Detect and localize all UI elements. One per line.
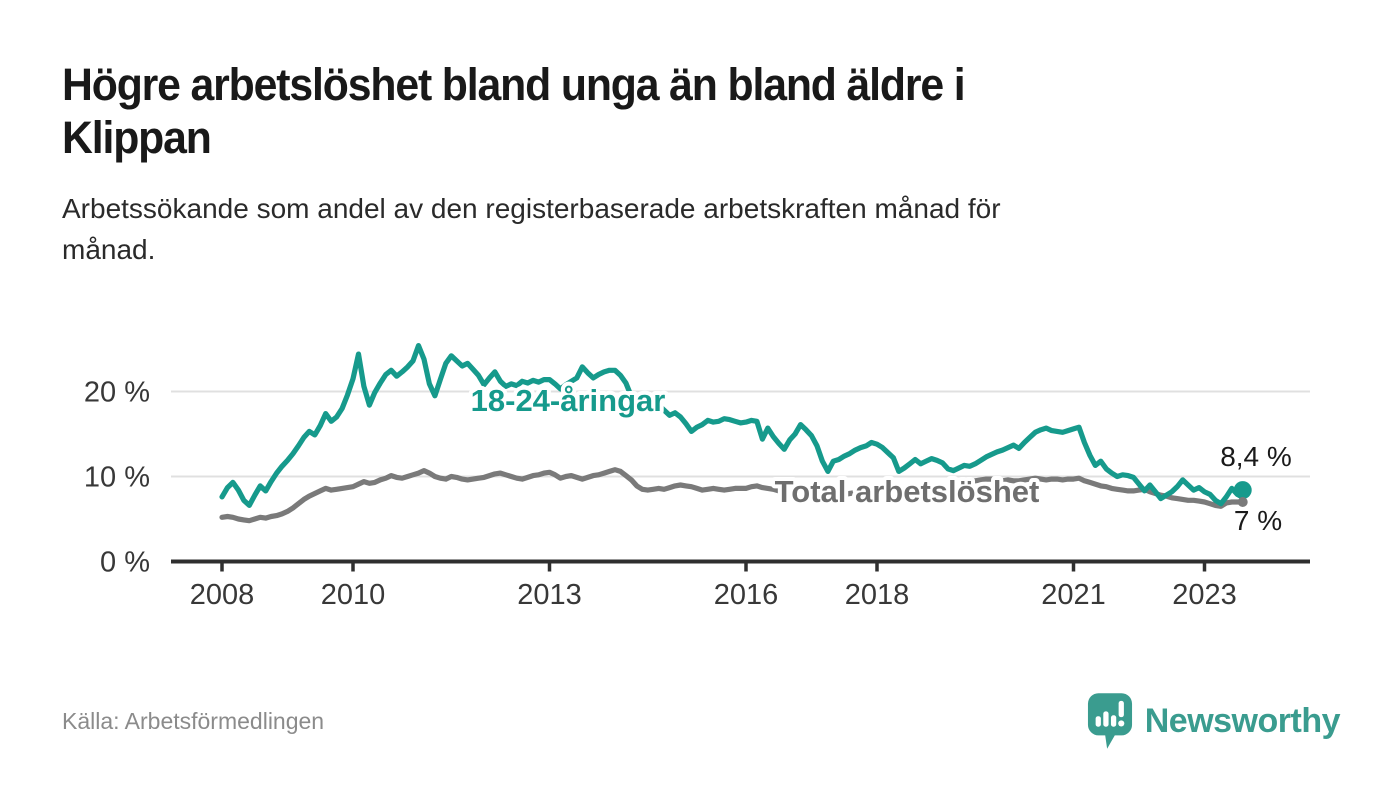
series-line-total <box>219 467 1246 524</box>
end-dot-total <box>1237 497 1248 507</box>
series-label-youth: 18-24-åringar <box>471 383 666 418</box>
title-line-1: Högre arbetslöshet bland unga än bland ä… <box>62 59 966 110</box>
y-axis-label-0pct: 0 % <box>100 547 150 579</box>
x-axis-label-2013: 2013 <box>517 579 582 611</box>
chart-footer: Källa: Arbetsförmedlingen Newsworthy <box>62 692 1341 750</box>
page-subtitle: Arbetssökande som andel av den registerb… <box>62 188 1352 270</box>
page-title: Högre arbetslöshet bland unga än bland ä… <box>62 58 1288 164</box>
x-axis-label-2008: 2008 <box>190 579 255 611</box>
end-value-label-total: 7 % <box>1234 505 1282 536</box>
x-axis-label-2018: 2018 <box>845 579 910 611</box>
subtitle-line-2: månad. <box>62 234 156 265</box>
subtitle-line-1: Arbetssökande som andel av den registerb… <box>62 193 1001 224</box>
x-axis-label-2016: 2016 <box>714 579 779 611</box>
brand-wordmark: Newsworthy <box>1144 701 1341 740</box>
y-axis-label-10pct: 10 % <box>84 462 150 494</box>
y-axis-label-20pct: 20 % <box>84 377 150 409</box>
newsworthy-brand: Newsworthy <box>1087 692 1341 750</box>
series-label-total: Total arbetslöshet <box>775 474 1040 509</box>
newsworthy-logo-icon <box>1087 693 1132 749</box>
x-axis-label-2021: 2021 <box>1041 579 1106 611</box>
series-line-youth <box>219 343 1246 508</box>
title-line-2: Klippan <box>62 112 212 163</box>
x-axis-label-2023: 2023 <box>1172 579 1237 611</box>
source-text: Källa: Arbetsförmedlingen <box>62 707 325 734</box>
chart-header: Högre arbetslöshet bland unga än bland ä… <box>62 58 1352 270</box>
end-value-label-youth: 8,4 % <box>1220 441 1292 472</box>
end-dot-youth <box>1233 481 1252 500</box>
x-axis-label-2010: 2010 <box>321 579 386 611</box>
